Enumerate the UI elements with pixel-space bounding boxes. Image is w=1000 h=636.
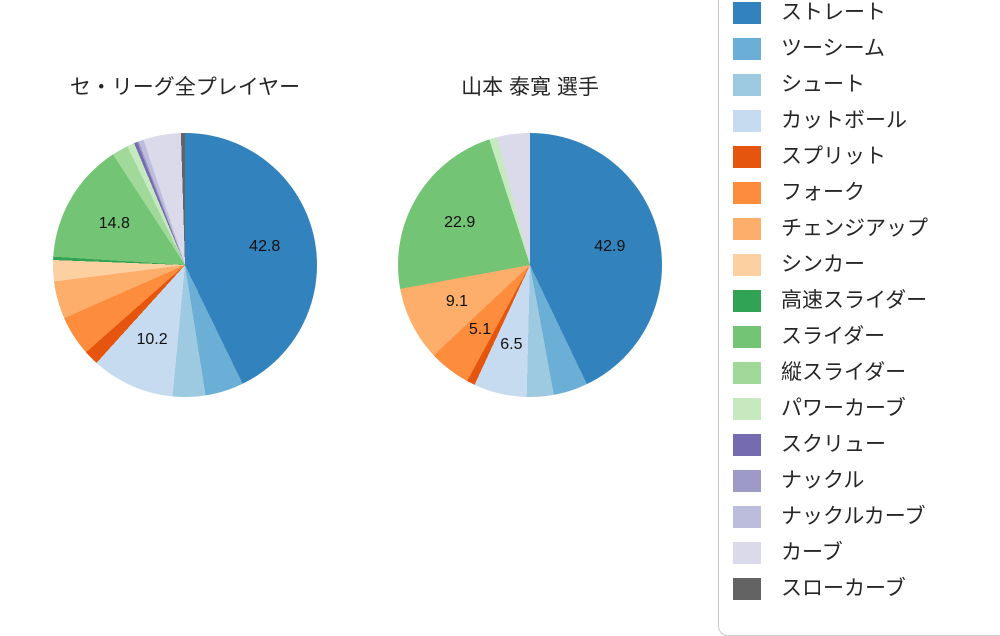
legend-item: チェンジアップ: [733, 217, 1000, 240]
legend-color-swatch: [733, 217, 761, 240]
legend-item-label: スクリュー: [781, 433, 886, 456]
pie-value-label: 10.2: [136, 330, 168, 348]
legend-color-swatch: [733, 289, 761, 312]
legend-item: カットボール: [733, 109, 1000, 132]
legend-item-label: パワーカーブ: [781, 397, 906, 420]
legend-item-label: フォーク: [781, 181, 865, 204]
legend-item-label: チェンジアップ: [781, 217, 928, 240]
legend-item-label: カットボール: [781, 109, 907, 132]
legend-item-label: スローカーブ: [781, 577, 906, 600]
legend-color-swatch: [733, 469, 761, 492]
legend-item: スライダー: [733, 325, 1000, 348]
legend-color-swatch: [733, 577, 761, 600]
legend-item-label: ツーシーム: [781, 37, 885, 60]
legend-item-label: 高速スライダー: [781, 289, 928, 312]
legend-item-label: ナックル: [781, 469, 865, 492]
pie-value-label: 6.5: [500, 335, 523, 353]
legend-item-label: スライダー: [781, 325, 886, 348]
legend-color-swatch: [733, 541, 761, 564]
legend-item-label: スプリット: [781, 145, 886, 168]
pitch-type-comparison-figure: セ・リーグ全プレイヤー 山本 泰寛 選手 42.8 10.2 14.8 42.9 6.…: [53, 0, 1000, 636]
legend-item: 縦スライダー: [733, 361, 1000, 384]
legend-color-swatch: [733, 37, 761, 60]
legend-item: ナックル: [733, 469, 1000, 492]
legend-item: ツーシーム: [733, 37, 1000, 60]
legend-color-swatch: [733, 433, 761, 456]
legend-color-swatch: [733, 325, 761, 348]
pie-value-label: 5.1: [468, 320, 492, 338]
pie-value-label: 14.8: [98, 214, 130, 232]
legend: ストレートツーシームシュートカットボール スプリットフォークチェンジアップ シンカー…: [718, 0, 1000, 636]
legend-item: ナックルカーブ: [733, 505, 1000, 528]
legend-color-swatch: [733, 397, 761, 420]
legend-color-swatch: [733, 109, 761, 132]
legend-color-swatch: [733, 73, 761, 96]
legend-item: シュート: [733, 73, 1000, 96]
pie-value-label: 42.9: [594, 237, 626, 255]
legend-item: スプリット: [733, 145, 1000, 168]
legend-color-swatch: [733, 253, 761, 276]
pie-value-label: 42.8: [249, 237, 281, 255]
legend-item: シンカー: [733, 253, 1000, 276]
legend-item-label: シュート: [781, 73, 865, 96]
chart-title-league-all: セ・リーグ全プレイヤー: [69, 76, 301, 99]
legend-color-swatch: [733, 361, 761, 384]
legend-item: カーブ: [733, 541, 1000, 564]
legend-item-label: 縦スライダー: [781, 361, 907, 384]
legend-color-swatch: [733, 505, 761, 528]
chart-title-player: 山本 泰寛 選手: [461, 76, 599, 99]
legend-item: 高速スライダー: [733, 289, 1000, 312]
pie-chart-league-all: 42.8 10.2 14.8: [53, 133, 317, 397]
pie-value-label: 9.1: [445, 292, 469, 310]
legend-item: スローカーブ: [733, 577, 1000, 600]
legend-item-label: カーブ: [781, 541, 843, 564]
legend-item-label: シンカー: [781, 253, 865, 276]
legend-color-swatch: [733, 145, 761, 168]
legend-item: フォーク: [733, 181, 1000, 204]
legend-item: スクリュー: [733, 433, 1000, 456]
pie-value-label: 22.9: [444, 214, 476, 232]
legend-color-swatch: [733, 181, 761, 204]
legend-item-label: ナックルカーブ: [781, 505, 926, 528]
legend-item: パワーカーブ: [733, 397, 1000, 420]
legend-item: ストレート: [733, 1, 1000, 24]
legend-item-label: ストレート: [781, 1, 886, 24]
legend-color-swatch: [733, 1, 761, 24]
pie-chart-player: 42.9 6.5 5.1 9.1 22.9: [398, 133, 662, 397]
